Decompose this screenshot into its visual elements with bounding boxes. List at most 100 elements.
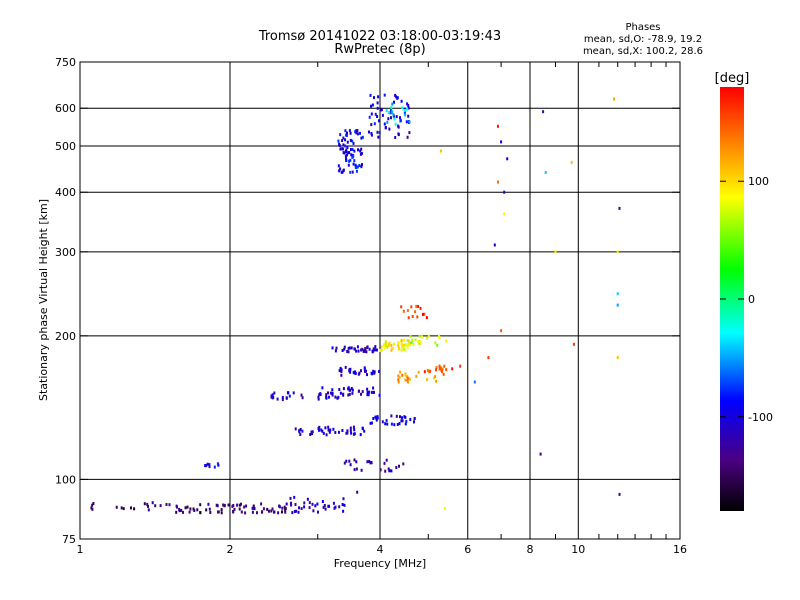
- data-point: [204, 464, 207, 468]
- data-point: [414, 310, 417, 314]
- data-point: [497, 124, 499, 128]
- data-point: [244, 511, 247, 515]
- data-point: [236, 503, 239, 507]
- y-tick-label: 400: [55, 186, 76, 199]
- data-point: [299, 433, 302, 436]
- data-point: [344, 144, 347, 148]
- data-point: [345, 459, 348, 463]
- data-point: [411, 315, 414, 318]
- data-point: [217, 510, 219, 514]
- x-tick-label: 1: [77, 543, 84, 556]
- data-point: [343, 503, 346, 507]
- data-point: [378, 119, 380, 123]
- data-point: [390, 414, 393, 418]
- data-point: [366, 390, 369, 394]
- data-point: [345, 134, 348, 137]
- data-point: [404, 415, 407, 419]
- data-point: [371, 421, 373, 425]
- data-point: [355, 349, 358, 353]
- data-point: [616, 250, 619, 254]
- phase-info-x-line: mean, sd,X: 100.2, 28.6: [583, 46, 703, 57]
- data-point: [345, 148, 348, 152]
- data-point: [616, 292, 619, 296]
- data-point: [199, 503, 202, 507]
- data-point: [390, 469, 393, 473]
- data-point: [384, 422, 387, 426]
- data-point: [383, 93, 386, 97]
- data-point: [270, 394, 273, 398]
- data-point: [353, 428, 356, 432]
- data-point: [368, 460, 371, 463]
- data-point: [406, 135, 409, 139]
- data-point: [404, 113, 407, 117]
- data-point: [345, 157, 347, 161]
- data-point: [281, 506, 284, 510]
- data-point: [343, 347, 346, 351]
- data-point: [324, 507, 327, 511]
- data-point: [500, 140, 503, 144]
- data-point: [413, 417, 416, 421]
- data-point: [386, 343, 389, 347]
- data-point: [435, 379, 438, 383]
- data-point: [168, 503, 171, 507]
- data-point: [146, 502, 149, 506]
- data-point: [434, 341, 437, 345]
- data-point: [322, 431, 325, 435]
- data-point: [423, 312, 426, 316]
- data-point: [331, 391, 334, 395]
- data-point: [151, 501, 154, 505]
- data-point: [360, 369, 362, 373]
- data-point: [381, 420, 384, 424]
- data-point: [397, 341, 400, 345]
- x-axis-ticks: 1 2 4 6 8 10 16: [77, 62, 687, 556]
- data-point: [351, 391, 354, 395]
- data-point: [320, 428, 323, 432]
- data-point: [344, 365, 347, 369]
- data-point: [251, 506, 254, 510]
- data-point: [159, 504, 162, 508]
- data-point: [376, 130, 379, 134]
- data-point: [363, 429, 366, 433]
- data-point: [344, 138, 347, 142]
- data-point: [349, 370, 352, 374]
- data-point: [308, 501, 311, 505]
- colorbar-tick-label: -100: [748, 411, 773, 424]
- data-point: [392, 342, 395, 346]
- data-point: [180, 508, 183, 512]
- data-point: [357, 148, 359, 152]
- data-point: [380, 108, 383, 112]
- x-tick-label: 2: [227, 543, 234, 556]
- data-point: [356, 132, 359, 136]
- data-point: [334, 395, 337, 399]
- x-tick-label: 6: [464, 543, 471, 556]
- data-point: [260, 502, 263, 506]
- data-point: [338, 388, 341, 391]
- data-point: [393, 423, 396, 427]
- data-point: [243, 505, 246, 509]
- data-point: [348, 159, 351, 163]
- x-tick-label: 10: [571, 543, 585, 556]
- data-point: [613, 97, 616, 101]
- data-point: [340, 368, 343, 372]
- data-point: [398, 464, 400, 468]
- data-point: [367, 393, 370, 397]
- data-point: [391, 102, 394, 106]
- data-point: [443, 506, 446, 510]
- data-point: [252, 504, 255, 508]
- data-point: [301, 396, 304, 400]
- data-point: [352, 370, 355, 374]
- data-point: [399, 119, 402, 123]
- data-point: [396, 423, 399, 426]
- data-point: [332, 501, 335, 505]
- data-point: [327, 425, 330, 429]
- data-point: [325, 433, 328, 437]
- data-point: [387, 344, 390, 348]
- data-point: [616, 356, 619, 360]
- data-point: [350, 153, 353, 157]
- colorbar-label: [deg]: [715, 71, 750, 86]
- data-point: [317, 395, 320, 399]
- data-point: [384, 126, 387, 130]
- data-point: [288, 394, 291, 398]
- data-point: [407, 106, 410, 110]
